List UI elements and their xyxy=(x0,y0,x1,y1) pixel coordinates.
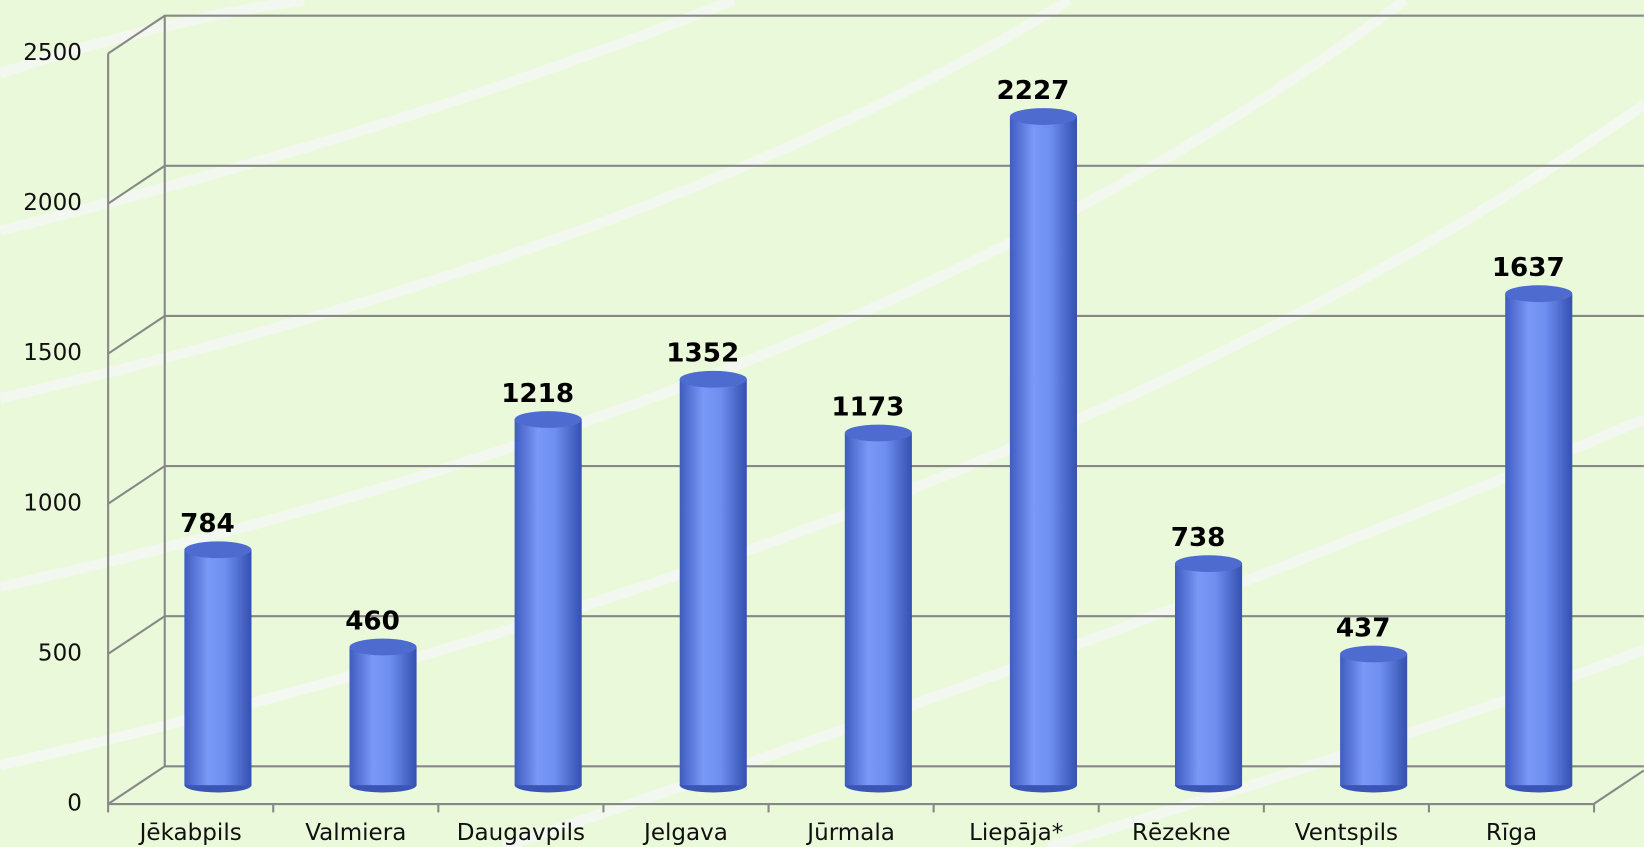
bar xyxy=(845,433,912,785)
x-tick-label: Rēzekne xyxy=(1132,820,1231,846)
y-tick-label: 0 xyxy=(67,791,82,817)
bar-top xyxy=(1175,555,1242,572)
x-tick-label: Jēkabpils xyxy=(138,820,242,846)
x-tick-label: Valmiera xyxy=(305,820,406,846)
x-tick-label: Jūrmala xyxy=(805,820,895,846)
bar xyxy=(349,647,416,785)
bar-top xyxy=(1505,285,1572,302)
bar-top xyxy=(845,425,912,442)
page: {"chart_data": {"type": "bar", "categori… xyxy=(0,0,1644,847)
value-label: 1218 xyxy=(501,379,574,409)
bar xyxy=(184,550,251,785)
bar-top xyxy=(1340,646,1407,663)
value-label: 784 xyxy=(180,509,235,539)
y-tick-label: 2500 xyxy=(23,40,82,66)
bar xyxy=(515,419,582,785)
y-tick-label: 2000 xyxy=(23,190,82,216)
x-tick-label: Liepāja* xyxy=(969,820,1063,846)
value-label: 1637 xyxy=(1492,253,1565,283)
bar-top xyxy=(184,541,251,558)
value-label: 1173 xyxy=(831,392,904,422)
bar-top xyxy=(1010,108,1077,125)
y-tick-label: 500 xyxy=(38,640,82,666)
x-tick-label: Daugavpils xyxy=(457,820,585,846)
bar xyxy=(680,379,747,785)
bar xyxy=(1010,117,1077,786)
value-label: 460 xyxy=(345,606,400,636)
x-tick-label: Ventspils xyxy=(1295,820,1398,846)
y-tick-label: 1000 xyxy=(23,490,82,516)
value-label: 1352 xyxy=(666,339,739,369)
bar-top xyxy=(349,639,416,656)
value-label: 437 xyxy=(1336,613,1391,643)
x-tick-label: Rīga xyxy=(1486,820,1537,846)
value-label: 738 xyxy=(1171,523,1226,553)
value-label: 2227 xyxy=(997,76,1070,106)
bar-top xyxy=(680,371,747,388)
chart: 0 500 1000 1500 2000 2500 Jēkabpils 784 Valmiera… xyxy=(0,0,1644,847)
bar-top xyxy=(515,411,582,428)
x-tick-label: Jelgava xyxy=(642,820,728,846)
y-tick-label: 1500 xyxy=(23,340,82,366)
bar xyxy=(1505,294,1572,785)
bar xyxy=(1340,654,1407,785)
bar xyxy=(1175,564,1242,786)
